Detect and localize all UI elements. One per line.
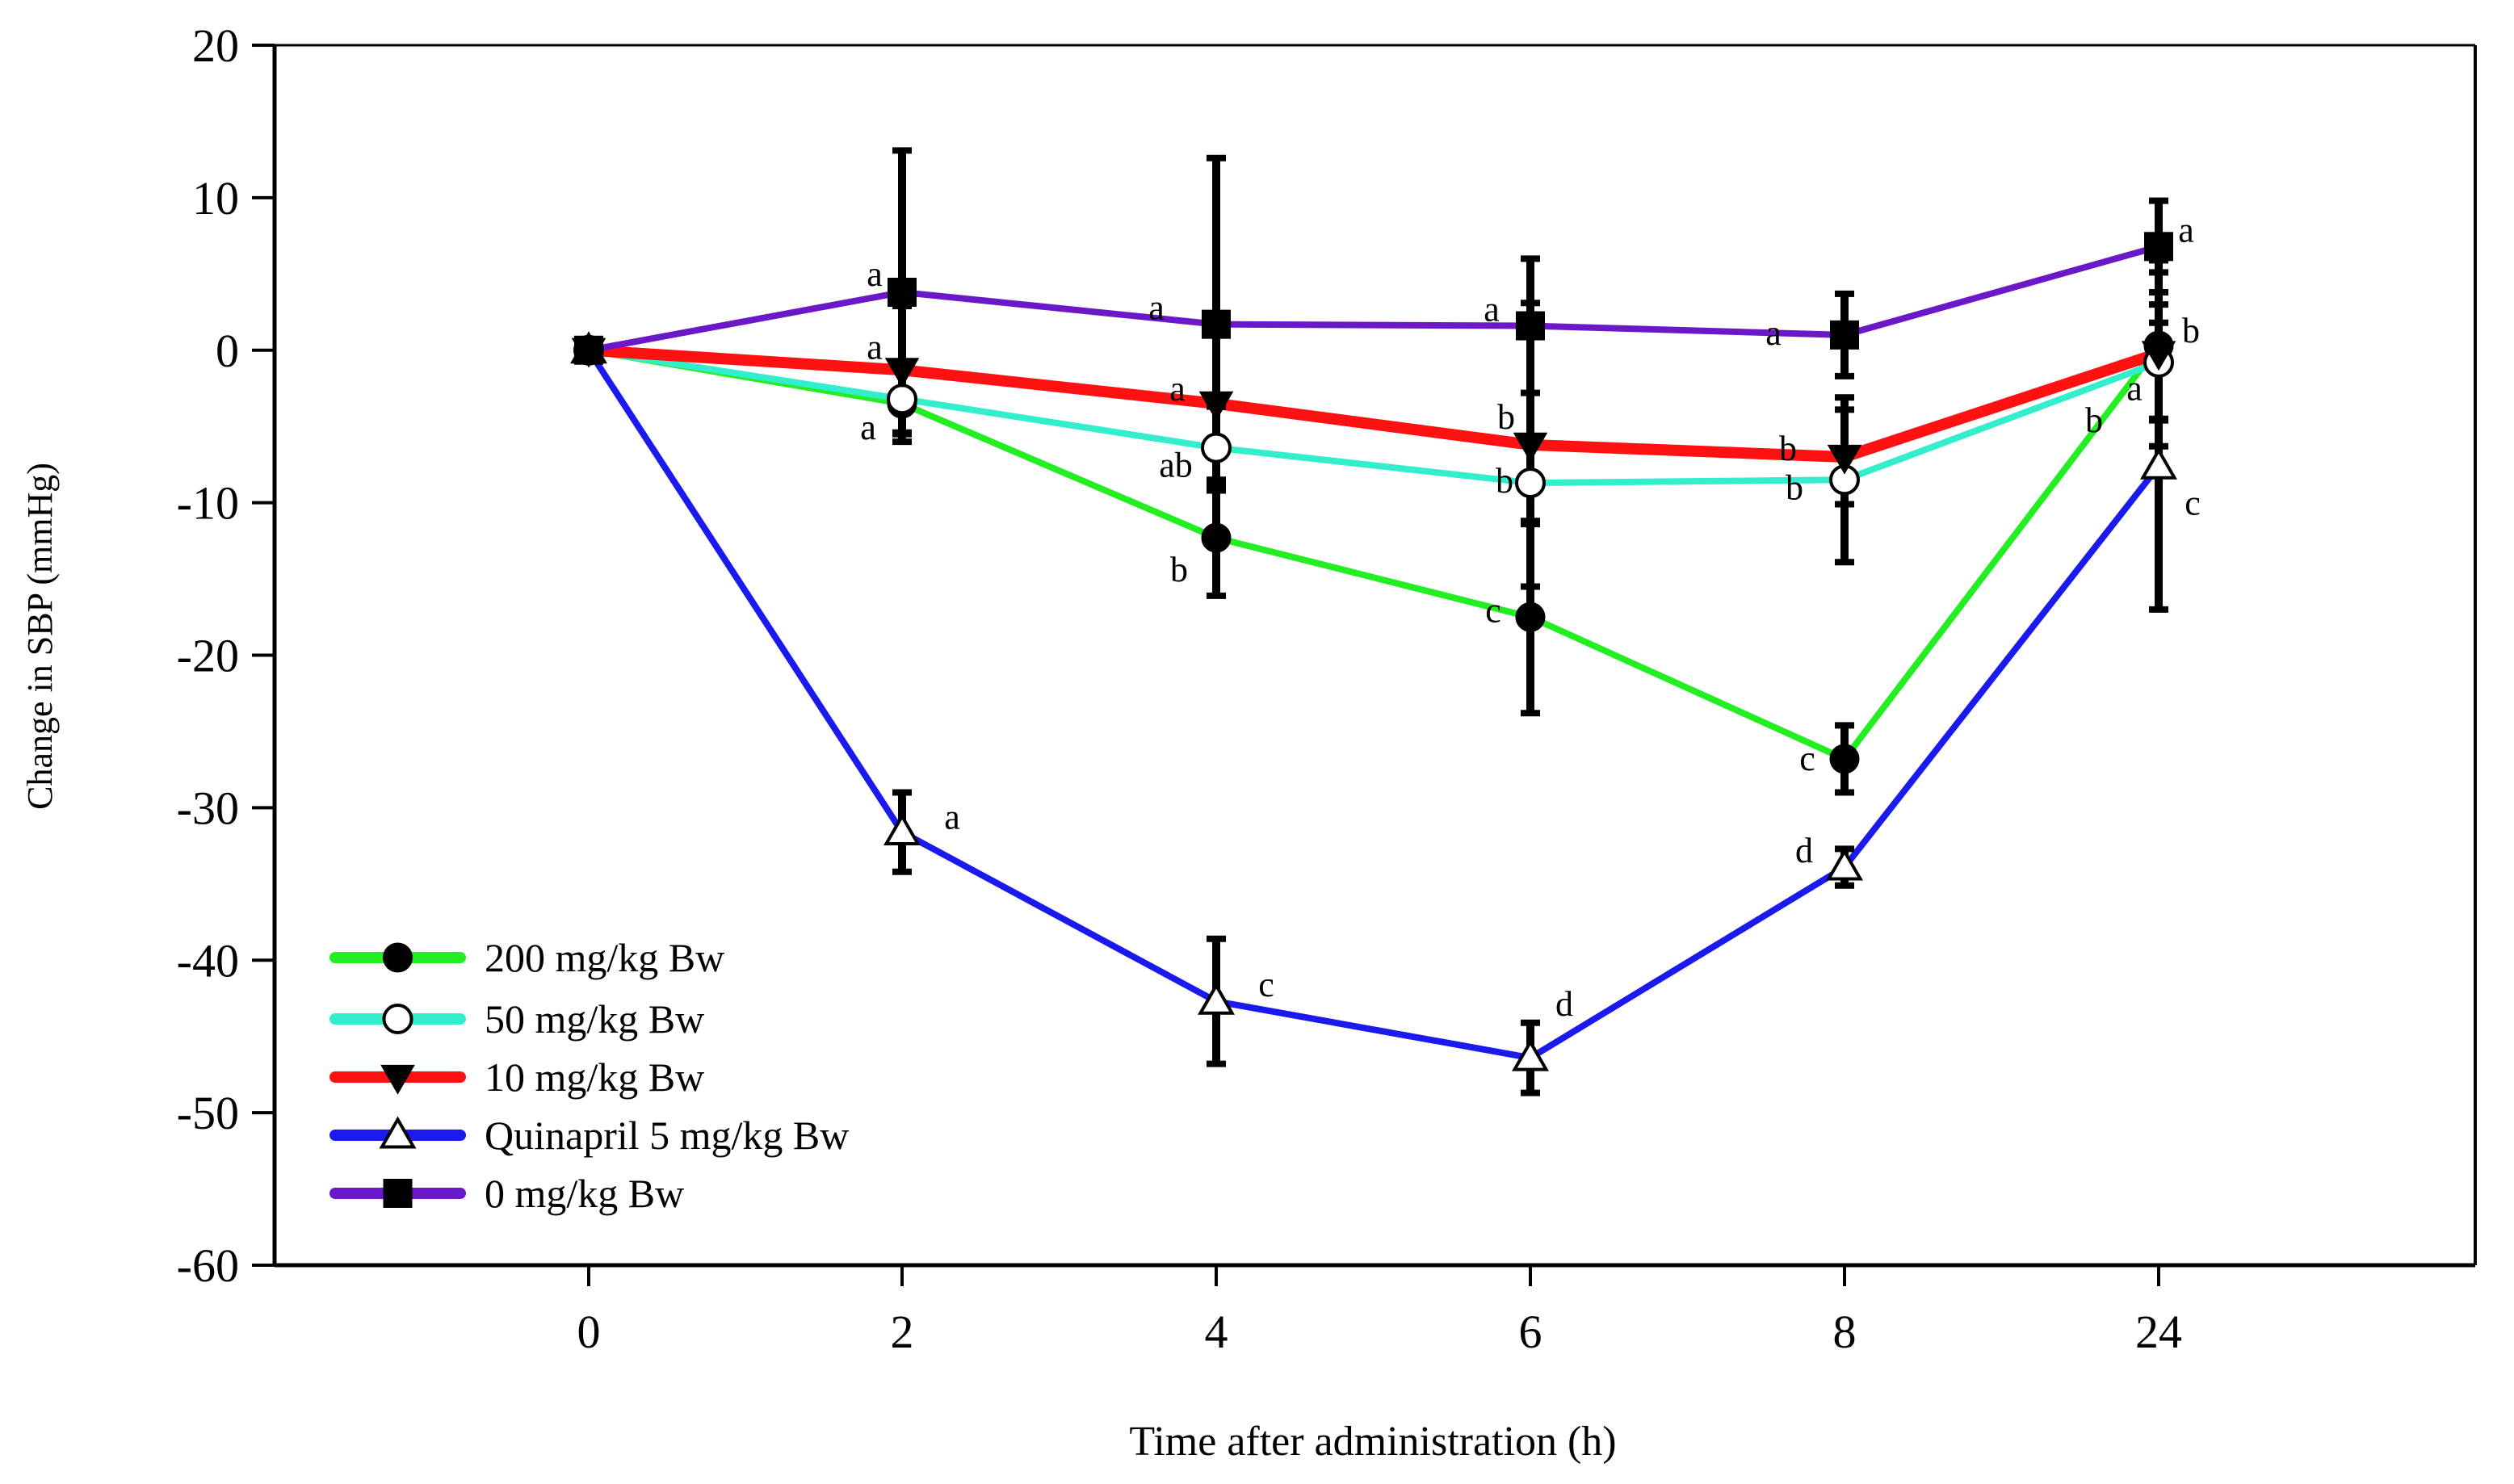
legend-label: 50 mg/kg Bw	[485, 996, 704, 1042]
data-point	[1829, 744, 1860, 774]
data-point	[2141, 341, 2176, 371]
significance-letter: b	[1170, 550, 1188, 589]
significance-letter: a	[1484, 290, 1500, 329]
data-point	[383, 1179, 413, 1208]
significance-letter: b	[1497, 397, 1515, 437]
data-point	[1516, 311, 1545, 341]
x-tick-label: 2	[891, 1306, 914, 1358]
data-point	[1825, 848, 1864, 881]
data-point	[1515, 602, 1546, 632]
data-point	[888, 277, 917, 307]
significance-letter: a	[2126, 369, 2143, 409]
legend-entry: 10 mg/kg Bw	[329, 1054, 704, 1100]
data-point	[1830, 320, 1859, 350]
x-tick-label: 6	[1519, 1306, 1542, 1358]
significance-letter: a	[860, 408, 876, 447]
significance-letter: b	[1496, 461, 1513, 501]
significance-letter: a	[867, 254, 883, 294]
significance-letter: a	[867, 327, 883, 367]
data-point	[1515, 467, 1546, 499]
significance-letter: b	[1786, 467, 1803, 507]
x-tick-label: 0	[577, 1306, 601, 1358]
significance-letter: b	[1779, 429, 1797, 468]
data-point	[1201, 522, 1232, 553]
y-tick-label: -20	[177, 630, 239, 682]
significance-letter: a	[1765, 313, 1782, 353]
y-tick-label: -40	[177, 934, 239, 987]
significance-letter: b	[2182, 311, 2200, 350]
series-lines	[583, 243, 2164, 1062]
series-line	[585, 243, 2162, 354]
legend-entry: 200 mg/kg Bw	[329, 935, 724, 980]
series-line	[585, 346, 2162, 487]
significance-letter: ab	[1159, 446, 1193, 485]
significance-letter: a	[1169, 369, 1186, 409]
significance-letter: a	[944, 798, 960, 837]
data-point	[383, 942, 413, 973]
data-point	[379, 1116, 417, 1149]
data-point	[883, 813, 921, 846]
y-tick-label: -60	[177, 1239, 239, 1292]
significance-letter: d	[1555, 984, 1573, 1024]
y-axis-title: Change in SBP (mmHg)	[20, 463, 60, 810]
significance-letter: a	[2178, 210, 2194, 249]
data-point	[884, 358, 920, 388]
series-line	[583, 344, 2164, 463]
significance-letter: b	[2085, 400, 2103, 440]
y-tick-label: -30	[177, 782, 239, 834]
data-point	[382, 1004, 413, 1034]
significance-letter: c	[1258, 965, 1274, 1004]
significance-letter: a	[860, 408, 876, 447]
y-tick-label: -10	[177, 477, 239, 530]
x-axis-title: Time after administration (h)	[1129, 1419, 1616, 1465]
data-point	[380, 1064, 415, 1095]
legend-label: Quinapril 5 mg/kg Bw	[485, 1113, 849, 1158]
series-line	[585, 342, 2162, 762]
data-point	[2144, 232, 2173, 262]
data-point	[887, 384, 917, 415]
significance-letter: a	[1148, 288, 1165, 328]
series-markers	[569, 232, 2178, 1071]
legend: 200 mg/kg Bw 50 mg/kg Bw 10 mg/kg Bw Quinap…	[329, 935, 849, 1216]
legend-entry: 0 mg/kg Bw	[329, 1171, 684, 1216]
data-point	[1513, 432, 1548, 463]
significance-letter: d	[1795, 831, 1813, 870]
legend-label: 200 mg/kg Bw	[485, 935, 724, 980]
legend-label: 10 mg/kg Bw	[485, 1054, 704, 1100]
legend-label: 0 mg/kg Bw	[485, 1171, 684, 1216]
data-point	[1197, 982, 1236, 1015]
x-tick-label: 8	[1833, 1306, 1857, 1358]
data-point	[1202, 309, 1231, 339]
y-tick-label: 10	[192, 172, 239, 224]
significance-letter: c	[2185, 483, 2201, 522]
data-point	[2139, 446, 2178, 480]
x-tick-label: 4	[1205, 1306, 1228, 1358]
y-tick-label: 20	[192, 19, 239, 72]
legend-entry: Quinapril 5 mg/kg Bw	[329, 1113, 849, 1158]
y-tick-label: -50	[177, 1087, 239, 1139]
y-tick-label: 0	[216, 325, 239, 377]
data-point	[1201, 432, 1232, 463]
data-point	[1827, 444, 1862, 475]
significance-letter: c	[1485, 590, 1501, 630]
legend-entry: 50 mg/kg Bw	[329, 996, 704, 1042]
data-point	[574, 335, 603, 365]
x-tick-label: 24	[2135, 1306, 2182, 1358]
series-line	[585, 346, 2162, 1062]
significance-letter: c	[1799, 739, 1815, 778]
data-point	[1511, 1038, 1550, 1071]
data-point	[1198, 391, 1234, 421]
